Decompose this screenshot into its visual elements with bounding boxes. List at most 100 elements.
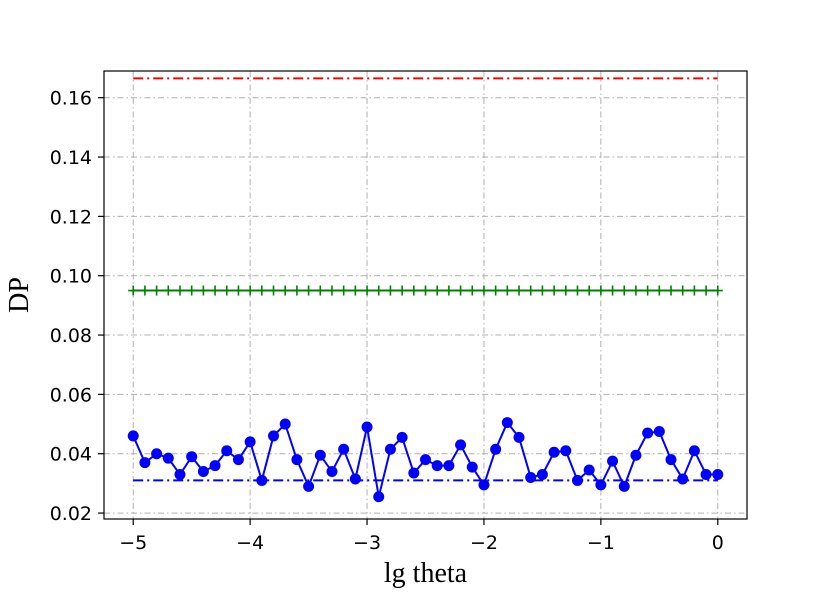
data-point [362,285,373,296]
x-axis-label: lg theta [384,558,468,589]
data-point [619,285,630,296]
x-tick-label: 0 [712,532,724,554]
data-point [244,436,256,448]
data-point [232,454,244,466]
data-point [338,443,350,455]
axes: −5 −4 −3 −2 −1 0 0.02 0.04 0.06 0.08 0.10 0.12 0.14 0… [50,88,724,554]
data-point [549,285,560,296]
data-point [525,285,536,296]
y-tick-label: 0.02 [50,503,92,525]
y-tick-label: 0.16 [50,88,92,110]
y-axis-label: DP [4,277,35,313]
data-point [455,285,466,296]
data-point [455,439,467,451]
data-point [408,467,420,479]
data-point [584,285,595,296]
data-point [513,431,525,443]
data-point [665,454,677,466]
data-point [595,285,606,296]
data-point [408,285,419,296]
data-point [654,285,665,296]
data-point [712,285,723,296]
data-point [268,285,279,296]
data-point [443,285,454,296]
data-point [174,285,185,296]
data-point [490,285,501,296]
data-point [607,285,618,296]
data-point [233,285,244,296]
data-point [151,285,162,296]
data-point [432,285,443,296]
x-tick-label: −4 [236,532,264,554]
data-point [163,285,174,296]
plot-frame [103,70,748,520]
data-point [221,445,233,457]
data-point [303,285,314,296]
data-point [431,460,443,472]
data-point [210,285,221,296]
data-point [689,285,700,296]
data-point [350,285,361,296]
data-point [373,285,384,296]
data-point [361,421,373,433]
data-point [502,285,513,296]
data-point [548,446,560,458]
x-tick-label: −5 [119,532,147,554]
data-point [373,491,385,503]
data-point [326,285,337,296]
data-point [677,285,688,296]
data-point [466,461,478,473]
data-point [128,285,139,296]
data-point [338,285,349,296]
x-tick-label: −1 [587,532,615,554]
data-point [245,285,256,296]
data-point [467,285,478,296]
data-point [315,285,326,296]
data-point [280,285,291,296]
y-tick-label: 0.04 [50,444,92,466]
data-point [385,285,396,296]
data-point [303,480,315,492]
data-point [514,285,525,296]
data-point [420,285,431,296]
data-point [572,285,583,296]
data-point [478,479,490,491]
data-point [197,466,209,478]
data-point [501,417,513,429]
data-point [279,418,291,430]
data-point [127,430,139,442]
data-point [209,460,221,472]
data-point [688,445,700,457]
data-point [666,285,677,296]
y-tick-label: 0.10 [50,266,92,288]
y-tick-label: 0.12 [50,206,92,228]
data-point [198,285,209,296]
data-point [537,285,548,296]
data-point [677,473,689,485]
data-point [701,285,712,296]
data-point [314,449,326,461]
data-point [490,443,502,455]
data-point [396,431,408,443]
data-point [186,451,198,463]
data-point [700,468,712,480]
data-point [384,443,396,455]
data-point [595,479,607,491]
data-point [256,285,267,296]
data-point [560,285,571,296]
data-point [326,466,338,478]
data-point [397,285,408,296]
data-point [443,460,455,472]
data-point [642,285,653,296]
data-point [221,285,232,296]
data-point [291,454,303,466]
data-point [618,480,630,492]
data-point [630,285,641,296]
plot-area [127,77,724,503]
y-tick-label: 0.08 [50,325,92,347]
data-point [607,455,619,467]
data-point [268,430,280,442]
data-point [162,452,174,464]
data-point [174,468,186,480]
data-point [349,473,361,485]
